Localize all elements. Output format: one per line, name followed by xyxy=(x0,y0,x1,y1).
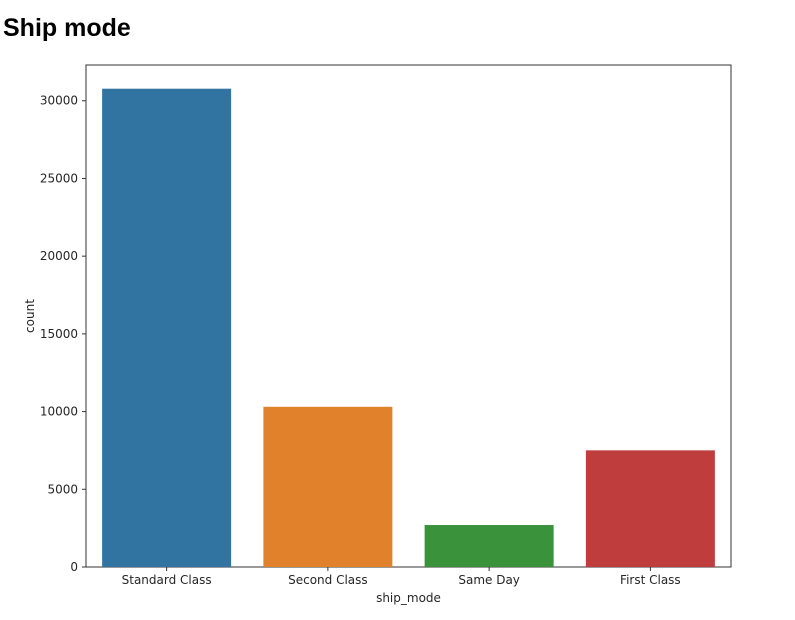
y-tick-label: 15000 xyxy=(40,327,78,341)
x-axis-label: ship_mode xyxy=(376,591,441,605)
x-tick-label: First Class xyxy=(620,573,681,587)
y-tick-label: 10000 xyxy=(40,405,78,419)
y-tick-label: 25000 xyxy=(40,171,78,185)
bar-first-class xyxy=(585,450,715,567)
x-tick-label: Second Class xyxy=(288,573,368,587)
y-axis-label: count xyxy=(23,299,37,333)
bar-second-class xyxy=(263,406,393,567)
bars-group xyxy=(102,88,715,568)
bar-standard-class xyxy=(102,88,232,568)
x-tick-label: Same Day xyxy=(458,573,520,587)
y-tick-label: 5000 xyxy=(47,482,78,496)
y-tick-label: 20000 xyxy=(40,249,78,263)
x-axis-ticks: Standard Class Second Class Same Day First … xyxy=(122,567,681,587)
plot-frame xyxy=(85,64,732,568)
y-tick-label: 0 xyxy=(70,560,78,574)
x-tick-label: Standard Class xyxy=(122,573,212,587)
page-title: Ship mode xyxy=(3,14,131,42)
bar-same-day xyxy=(424,525,554,567)
y-tick-label: 30000 xyxy=(40,94,78,108)
y-axis-ticks: 0 5000 10000 15000 20000 25000 30000 xyxy=(40,94,86,574)
